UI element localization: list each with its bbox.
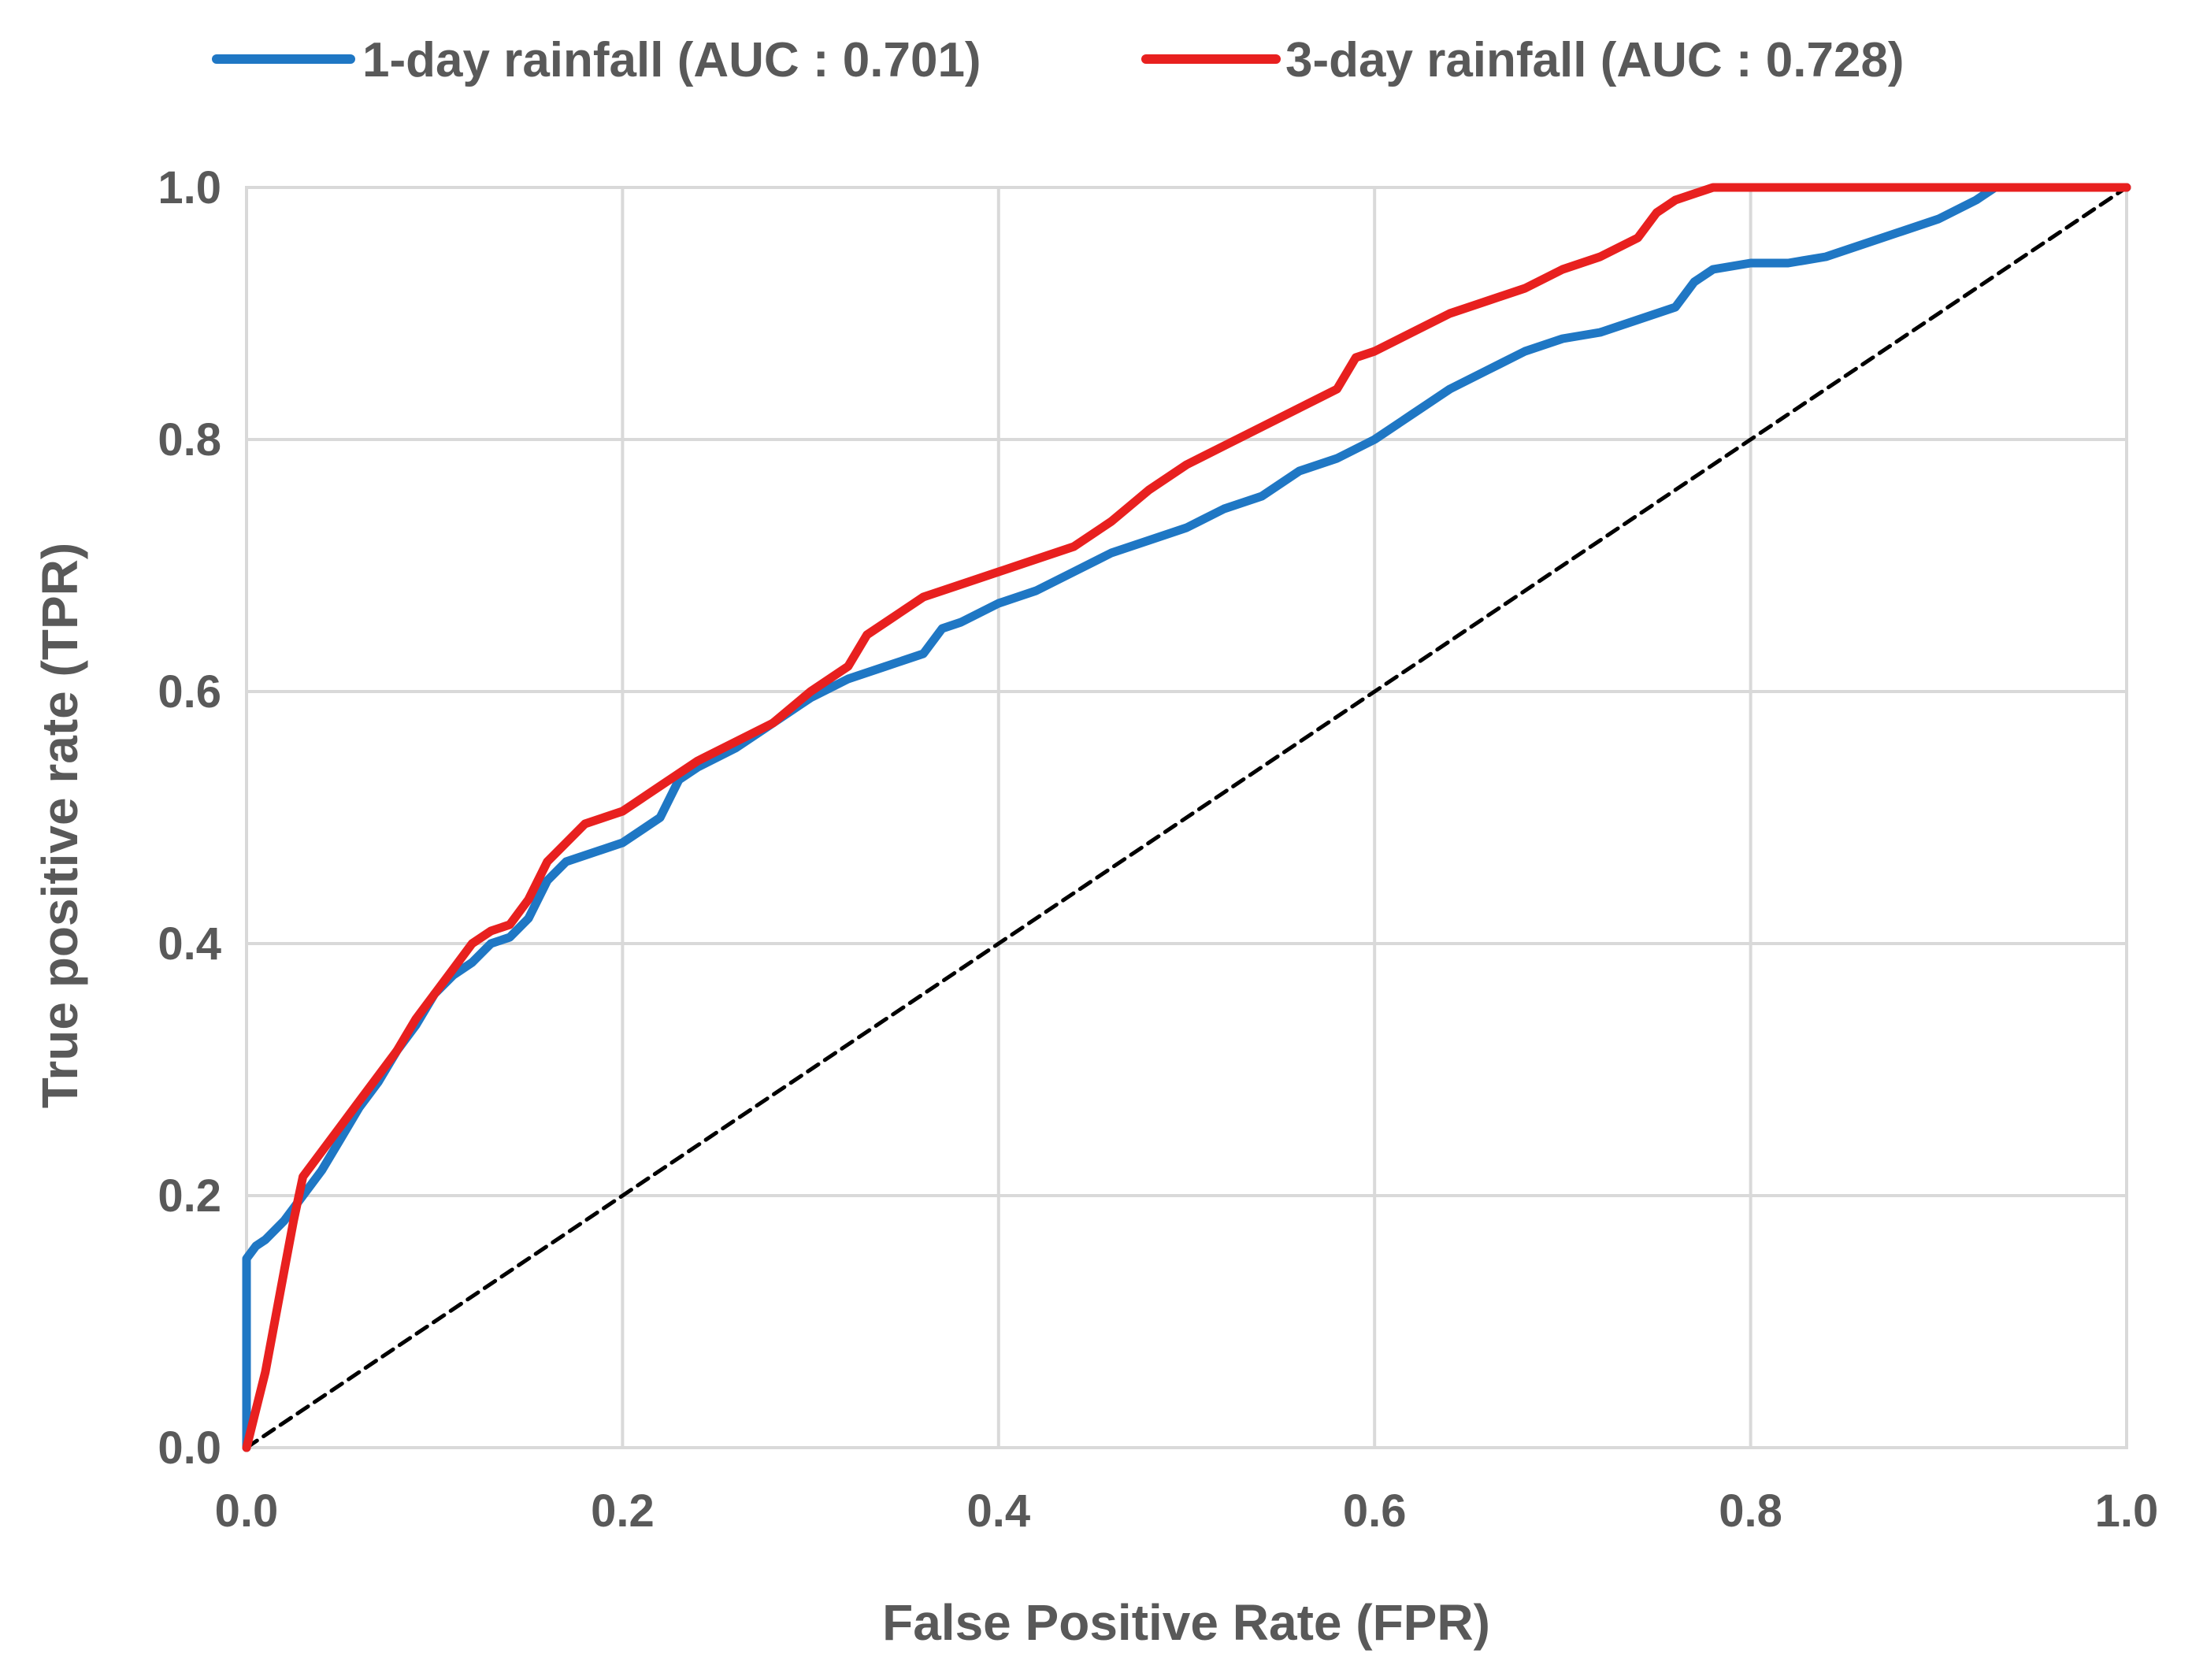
x-tick-label: 0.4 [966,1485,1030,1537]
y-tick-label: 0.0 [158,1422,221,1474]
x-axis-ticks: 0.0 0.2 0.4 0.6 0.8 1.0 [215,1485,2159,1537]
reference-diagonal-line [244,185,2129,1450]
x-tick-label: 0.2 [591,1485,655,1537]
legend-label-1-day: 1-day rainfall (AUC : 0.701) [362,33,981,87]
x-tick-label: 0.6 [1343,1485,1407,1537]
y-tick-label: 0.4 [158,918,221,970]
y-tick-label: 0.2 [158,1170,221,1222]
plot-area [245,186,2128,1449]
legend-label-3-day: 3-day rainfall (AUC : 0.728) [1285,33,1905,87]
x-tick-label: 0.8 [1719,1485,1782,1537]
y-tick-label: 0.6 [158,666,221,718]
y-axis-title: True positive rate (TPR) [32,543,88,1108]
series-layer [242,183,2131,1452]
x-tick-label: 0.0 [215,1485,279,1537]
x-axis-title: False Positive Rate (FPR) [882,1594,1490,1651]
y-tick-label: 0.8 [158,414,221,465]
series-line-3-day-rainfall [242,183,2131,1452]
legend: 1-day rainfall (AUC : 0.701) 3-day rainf… [212,33,1905,87]
y-axis-ticks: 0.0 0.2 0.4 0.6 0.8 1.0 [158,162,221,1474]
y-tick-label: 1.0 [158,162,221,213]
x-tick-label: 1.0 [2095,1485,2159,1537]
